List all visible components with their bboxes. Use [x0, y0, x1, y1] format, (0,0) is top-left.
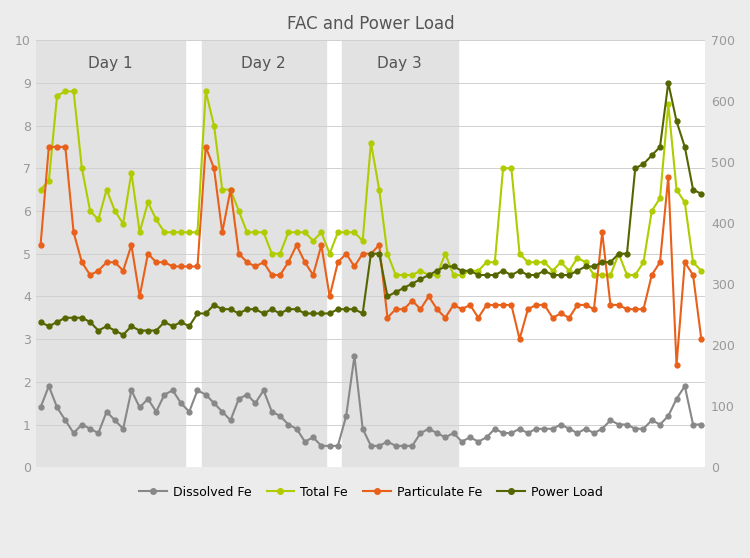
Legend: Dissolved Fe, Total Fe, Particulate Fe, Power Load: Dissolved Fe, Total Fe, Particulate Fe, … [134, 480, 608, 504]
Bar [202, 40, 326, 467]
Title: FAC and Power Load: FAC and Power Load [287, 15, 454, 33]
Bar [342, 40, 458, 467]
Text: Day 3: Day 3 [377, 56, 422, 71]
Bar [37, 40, 185, 467]
Text: Day 1: Day 1 [88, 56, 133, 71]
Text: Day 2: Day 2 [242, 56, 286, 71]
